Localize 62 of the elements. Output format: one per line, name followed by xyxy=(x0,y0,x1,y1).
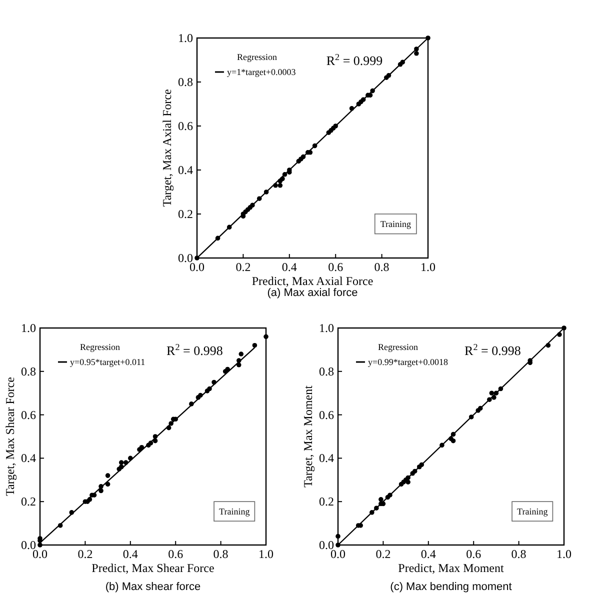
point xyxy=(278,183,283,188)
x-tick-label: 0.2 xyxy=(236,260,251,274)
annotation: R$^{2}$ = 0.998 xyxy=(464,342,521,358)
y-tick-label: 0.2 xyxy=(319,494,334,509)
x-tick-label: 1.0 xyxy=(556,547,572,561)
x-axis-title: Predict, Max Axial Force xyxy=(252,274,374,288)
y-tick-label: 0.6 xyxy=(178,119,193,133)
legend-title: Regression xyxy=(237,52,278,62)
x-tick-label: 1.0 xyxy=(420,260,436,274)
x-tick-label: 0.4 xyxy=(420,547,436,561)
annotation: R$^{2}$ = 0.999 xyxy=(326,52,383,68)
point xyxy=(406,480,410,484)
y-axis-title: Target, Max Axial Force xyxy=(160,89,174,207)
y-tick-label: 0.2 xyxy=(21,494,36,509)
y-tick-label: 1.0 xyxy=(319,321,334,335)
annotation: Training xyxy=(380,219,412,230)
point xyxy=(414,51,419,56)
x-tick-label: 0.8 xyxy=(374,260,390,274)
point xyxy=(98,488,104,494)
point xyxy=(118,460,124,465)
legend-title: Regression xyxy=(80,342,120,352)
y-tick-label: 0.4 xyxy=(319,451,334,466)
x-axis-title: Predict, Max Moment xyxy=(398,561,504,575)
point xyxy=(489,390,494,396)
annotation: Training xyxy=(219,506,250,517)
y-tick-label: 0.8 xyxy=(319,364,334,378)
legend-label: y=0.95*target+0.011 xyxy=(70,357,146,367)
y-tick-label: 1.0 xyxy=(21,321,36,335)
legend-label: y=0.99*target+0.0018 xyxy=(368,357,448,367)
y-tick-label: 0.6 xyxy=(21,408,36,422)
y-tick-label: 0.8 xyxy=(21,364,36,378)
y-axis-title: Target, Max Moment xyxy=(301,384,315,488)
point xyxy=(252,342,258,348)
text: (c) Max bending moment xyxy=(390,581,512,593)
x-tick-label: 0.6 xyxy=(466,547,482,561)
x-tick-label: 1.0 xyxy=(258,547,274,561)
x-tick-label: 0.2 xyxy=(78,547,93,561)
annotation: R$^{2}$ = 0.998 xyxy=(166,342,223,358)
point xyxy=(238,352,244,356)
x-tick-label: 0.6 xyxy=(328,260,344,274)
x-tick-label: 0.2 xyxy=(376,547,391,561)
x-tick-label: 0.4 xyxy=(282,260,297,274)
x-tick-label: 0.6 xyxy=(168,547,184,561)
legend-label: y=1*target+0.0003 xyxy=(227,67,296,77)
y-tick-label: 1.0 xyxy=(178,31,193,45)
x-tick-label: 0.4 xyxy=(122,547,138,561)
y-tick-label: 0.2 xyxy=(178,207,193,221)
x-axis-title: Predict, Max Shear Force xyxy=(92,561,214,575)
point xyxy=(105,473,110,478)
text: (a) Max axial force xyxy=(267,287,358,299)
y-tick-label: 0.6 xyxy=(319,408,334,422)
legend-title: Regression xyxy=(378,342,418,352)
y-tick-label: 0.4 xyxy=(178,163,193,177)
y-tick-label: 0.8 xyxy=(178,75,193,89)
text: (b) Max shear force xyxy=(105,581,201,593)
y-tick-label: 0.4 xyxy=(21,451,36,466)
point xyxy=(378,497,384,502)
x-tick-label: 0.8 xyxy=(213,547,228,561)
annotation: Training xyxy=(517,506,548,517)
y-axis-title: Target, Max Shear Force xyxy=(3,377,17,496)
x-tick-label: 0.8 xyxy=(511,547,526,561)
point xyxy=(450,438,456,444)
